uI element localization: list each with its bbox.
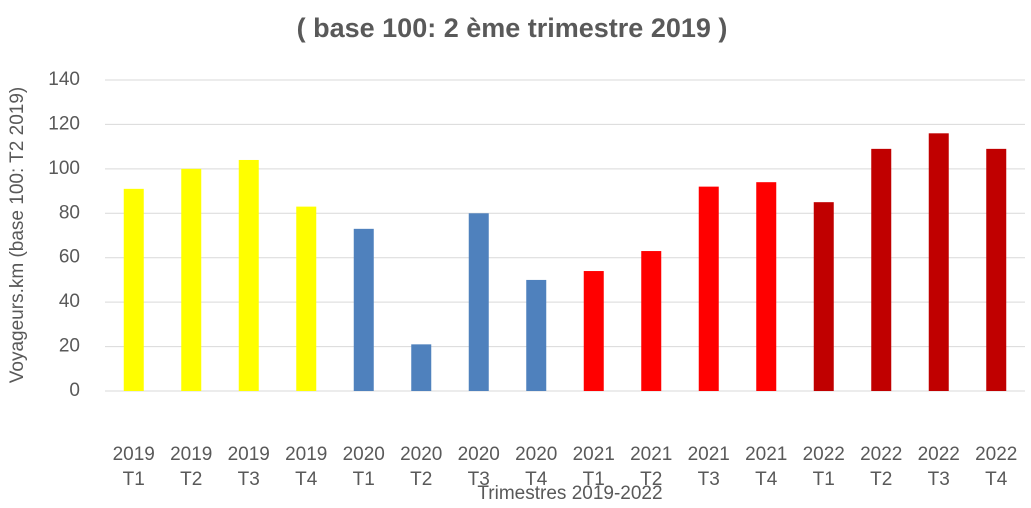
bar — [928, 133, 949, 392]
x-tick-label: 2022 T1 — [803, 444, 845, 490]
bar — [526, 279, 547, 391]
bar — [353, 228, 374, 391]
x-tick-label: 2021 T4 — [745, 444, 787, 490]
bar — [641, 251, 662, 391]
x-tick-label: 2020 T1 — [343, 444, 385, 490]
bar — [296, 206, 317, 391]
x-tick-label: 2019 T1 — [113, 444, 155, 490]
y-tick-label: 80 — [59, 202, 80, 223]
bar — [871, 148, 892, 391]
y-tick-label: 60 — [59, 247, 80, 268]
y-tick-label: 0 — [69, 380, 80, 401]
bar — [468, 213, 489, 391]
bar — [411, 344, 432, 391]
x-axis-title: Trimestres 2019-2022 — [477, 483, 662, 504]
bar — [238, 159, 259, 391]
x-tick-label: 2021 T2 — [630, 444, 672, 490]
y-tick-label: 20 — [59, 336, 80, 357]
x-tick-label: 2022 T2 — [860, 444, 902, 490]
bar — [813, 202, 834, 391]
bar — [698, 186, 719, 391]
x-tick-label: 2021 T1 — [573, 444, 615, 490]
x-tick-label: 2022 T4 — [975, 444, 1017, 490]
x-tick-label: 2022 T3 — [918, 444, 960, 490]
y-tick-label: 120 — [48, 113, 80, 134]
x-tick-label: 2020 T3 — [458, 444, 500, 490]
bar — [986, 148, 1007, 391]
x-tick-label: 2019 T3 — [228, 444, 270, 490]
x-tick-label: 2020 T2 — [400, 444, 442, 490]
x-tick-label: 2021 T3 — [688, 444, 730, 490]
chart-title: ( base 100: 2 ème trimestre 2019 ) — [297, 13, 728, 43]
bar — [756, 182, 777, 391]
x-tick-label: 2019 T4 — [285, 444, 327, 490]
y-tick-label: 100 — [48, 158, 80, 179]
bar — [123, 188, 144, 391]
bar — [181, 168, 202, 391]
x-tick-label: 2019 T2 — [170, 444, 212, 490]
y-axis-title: Voyageurs.km (base 100: T2 2019) — [7, 87, 28, 383]
x-tick-label: 2020 T4 — [515, 444, 557, 490]
y-tick-label: 40 — [59, 291, 80, 312]
bar — [583, 271, 604, 391]
y-tick-label: 140 — [48, 69, 80, 90]
